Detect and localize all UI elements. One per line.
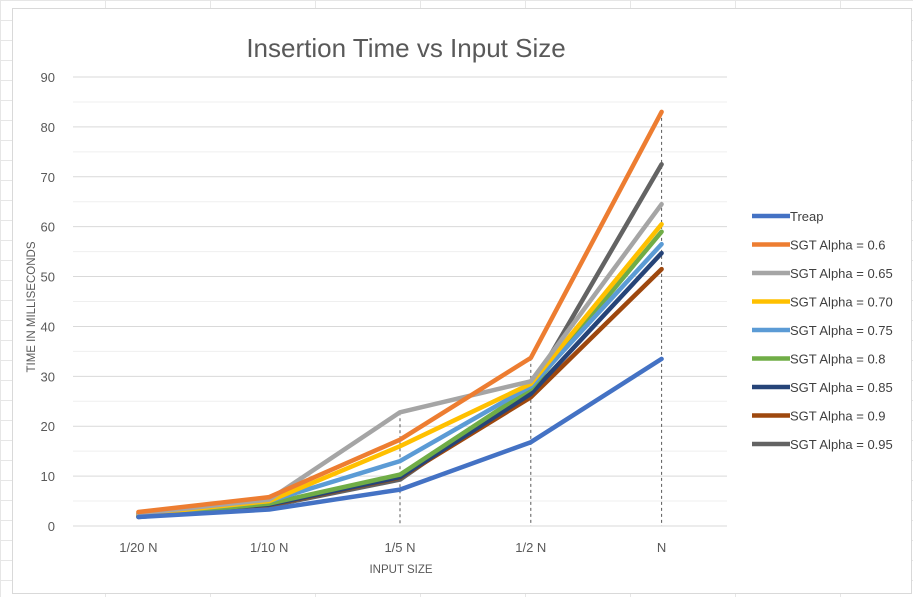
x-tick-label: 1/20 N [119, 540, 157, 555]
legend-entry[interactable]: SGT Alpha = 0.9 [790, 409, 886, 424]
y-tick-label: 0 [48, 519, 55, 534]
y-tick-label: 80 [41, 120, 55, 135]
y-tick-label: 20 [41, 419, 55, 434]
y-tick-label: 40 [41, 319, 55, 334]
x-tick-label: N [657, 540, 666, 555]
drop-lines [399, 111, 663, 526]
y-tick-label: 70 [41, 170, 55, 185]
series-line[interactable] [136, 221, 664, 517]
legend-entry[interactable]: SGT Alpha = 0.85 [790, 380, 893, 395]
series-line[interactable] [136, 229, 664, 519]
legend[interactable]: Treap SGT Alpha = 0.6 SGT Alpha = 0.65 SGT … [752, 209, 893, 452]
x-tick-label: 1/2 N [515, 540, 546, 555]
x-axis-ticks: 1/20 N 1/10 N 1/5 N 1/2 N N [119, 540, 666, 555]
y-axis-ticks: 0 10 20 30 40 50 60 70 80 90 [41, 70, 55, 534]
series-line[interactable] [136, 109, 664, 515]
y-tick-label: 50 [41, 270, 55, 285]
series-line[interactable] [136, 356, 664, 520]
y-tick-label: 10 [41, 469, 55, 484]
legend-entry[interactable]: SGT Alpha = 0.75 [790, 323, 893, 338]
line-chart: Insertion Time vs Input Size 0 10 20 30 40 50… [26, 33, 893, 576]
legend-entry[interactable]: SGT Alpha = 0.70 [790, 295, 893, 310]
y-tick-label: 60 [41, 220, 55, 235]
y-tick-label: 30 [41, 369, 55, 384]
legend-entry[interactable]: Treap [790, 209, 823, 224]
legend-entry[interactable]: SGT Alpha = 0.8 [790, 352, 886, 367]
chart-title: Insertion Time vs Input Size [246, 33, 565, 63]
x-tick-label: 1/5 N [384, 540, 415, 555]
legend-entry[interactable]: SGT Alpha = 0.6 [790, 238, 886, 253]
legend-entry[interactable]: SGT Alpha = 0.65 [790, 266, 893, 281]
series-lines [136, 109, 664, 520]
x-axis-title: INPUT SIZE [369, 564, 432, 576]
y-tick-label: 90 [41, 70, 55, 85]
y-axis-title: TIME IN MILLISECONDS [26, 241, 38, 372]
chart-area[interactable]: Insertion Time vs Input Size 0 10 20 30 40 50… [12, 8, 912, 594]
legend-entry[interactable]: SGT Alpha = 0.95 [790, 437, 893, 452]
x-tick-label: 1/10 N [250, 540, 288, 555]
